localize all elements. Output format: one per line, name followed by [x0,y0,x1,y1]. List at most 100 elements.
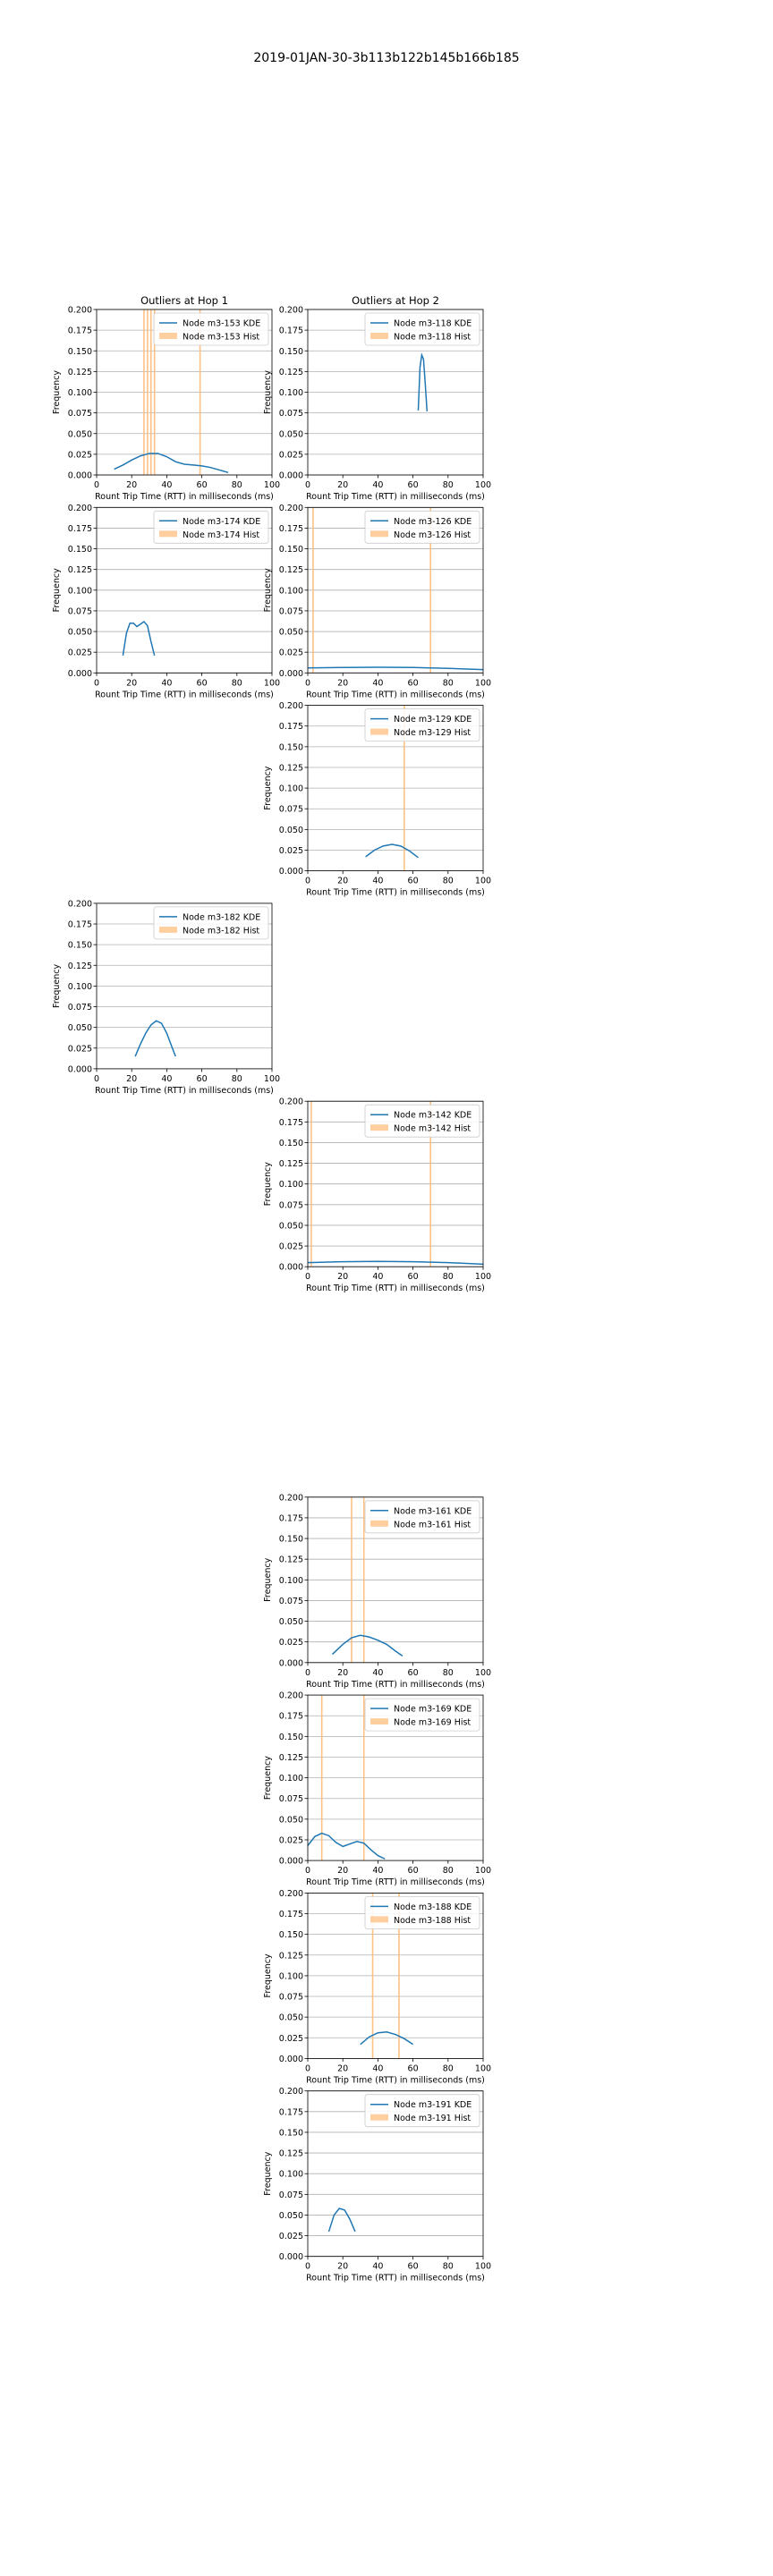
hist-bar [320,1695,323,1861]
x-tick-label: 100 [264,1074,280,1084]
x-tick-label: 60 [408,480,419,490]
subplot-1: 0 20 40 60 80 1000.0000.0250.0500.0750.1000.1… [263,294,491,502]
legend: Node m3-169 KDE Node m3-169 Hist [364,1698,480,1732]
x-tick-label: 20 [337,877,348,886]
subplot-3: 0 20 40 60 80 1000.0000.0250.0500.0750.1000.1… [263,504,491,700]
legend-box [153,510,269,544]
y-tick-label: 0.075 [279,1794,303,1804]
y-tick-label: 0.050 [279,2211,303,2221]
hist-bar [429,507,431,674]
y-tick-label: 0.175 [279,1910,303,1919]
x-tick-label: 40 [372,2063,383,2073]
y-tick-label: 0.125 [68,962,92,971]
x-tick-label: 20 [126,480,137,490]
y-tick-label: 0.025 [279,2034,303,2044]
kde-line [365,843,419,859]
y-tick-label: 0.000 [279,1857,303,1867]
y-tick-label: 0.100 [279,388,303,398]
legend-entry: Node m3-129 KDE [394,715,471,724]
y-tick-label: 0.025 [279,846,303,856]
y-tick-label: 0.150 [279,1733,303,1742]
legend: Node m3-129 KDE Node m3-129 Hist [364,708,480,741]
subplot-2: 0 20 40 60 80 100 0.000 0.025 0.050 0.075 0.100 0.1… [52,504,280,700]
y-tick-label: 0.125 [68,565,92,575]
legend-hist-swatch [370,2114,388,2121]
y-tick-label: 0.175 [279,722,303,732]
y-tick-label: 0.150 [279,742,303,752]
x-tick-label: 40 [372,1272,383,1282]
x-tick-label: 100 [475,2262,491,2272]
legend-entry: Node m3-188 KDE [394,1902,471,1912]
x-tick-label: 40 [372,678,383,688]
legend-entry: Node m3-188 Hist [394,1916,471,1926]
y-tick-label: 0.050 [68,1023,92,1033]
hist-bar [371,1893,374,2059]
y-tick-label: 0.150 [279,347,303,357]
y-axis-label: Frequency [263,1953,273,1997]
x-tick-label: 20 [337,678,348,688]
legend-box [364,312,480,346]
x-tick-label: 60 [408,1866,419,1876]
y-tick-label: 0.075 [68,1003,92,1013]
x-tick-label: 60 [197,1074,208,1084]
y-tick-label: 0.175 [68,920,92,930]
y-tick-label: 0.200 [279,1889,303,1899]
subplot-0: 0 20 40 60 80 100 0.000 0.025 0.050 0.075 0.100 0.1… [52,294,280,502]
x-axis-label: Rount Trip Time (RTT) in milliseconds (m… [95,1086,274,1096]
y-tick-label: 0.025 [279,648,303,658]
x-tick-label: 100 [475,1866,491,1876]
hist-bar [362,1695,365,1861]
x-tick-label: 100 [475,2063,491,2073]
y-tick-label: 0.075 [279,1597,303,1606]
legend-hist-swatch [370,1124,388,1131]
x-tick-label: 20 [126,1074,137,1084]
y-tick-label: 0.125 [279,565,303,575]
x-tick-label: 80 [232,480,242,490]
x-tick-label: 20 [337,480,348,490]
kde-line [134,1020,176,1057]
x-tick-label: 80 [443,877,454,886]
hist-bar [403,705,405,871]
y-tick-label: 0.200 [279,306,303,316]
y-tick-label: 0.025 [68,1044,92,1054]
hist-bar [143,309,145,475]
y-tick-label: 0.075 [279,1200,303,1210]
y-tick-label: 0.200 [279,504,303,513]
x-tick-label: 40 [372,1866,383,1876]
x-tick-label: 20 [337,2063,348,2073]
legend-entry: Node m3-118 KDE [394,319,471,329]
x-tick-label: 0 [94,1074,99,1084]
legend-hist-swatch [370,333,388,339]
hist-bar [351,1496,353,1663]
legend-hist-swatch [159,530,177,538]
y-tick-label: 0.075 [279,409,303,419]
hist-bar [153,309,156,475]
x-axis-label: Rount Trip Time (RTT) in milliseconds (m… [306,2075,485,2085]
y-axis-label: Frequency [263,1756,273,1800]
x-tick-label: 80 [232,678,242,688]
y-tick-label: 0.175 [279,524,303,534]
y-tick-label: 0.150 [68,545,92,555]
x-tick-label: 80 [443,1668,454,1678]
y-tick-label: 0.050 [279,1617,303,1627]
y-tick-label: 0.200 [68,306,92,316]
x-axis-label: Rount Trip Time (RTT) in milliseconds (m… [306,690,485,699]
y-tick-label: 0.175 [279,326,303,336]
x-tick-label: 40 [161,678,172,688]
legend-hist-swatch [370,530,388,538]
y-tick-label: 0.175 [68,524,92,534]
hist-bar [312,507,314,674]
y-axis-label: Frequency [263,370,273,414]
legend-entry: Node m3-191 KDE [394,2100,471,2110]
y-tick-label: 0.075 [279,1993,303,2003]
legend-entry: Node m3-142 KDE [394,1111,471,1121]
y-tick-label: 0.050 [68,429,92,439]
legend: Node m3-126 KDE Node m3-126 Hist [364,510,480,544]
y-tick-label: 0.200 [68,899,92,909]
subplot-title: Outliers at Hop 1 [140,294,228,307]
x-tick-label: 60 [408,1668,419,1678]
x-tick-label: 20 [337,1866,348,1876]
legend-entry: Node m3-174 KDE [183,517,260,527]
x-tick-label: 40 [161,480,172,490]
legend-box [153,312,269,346]
